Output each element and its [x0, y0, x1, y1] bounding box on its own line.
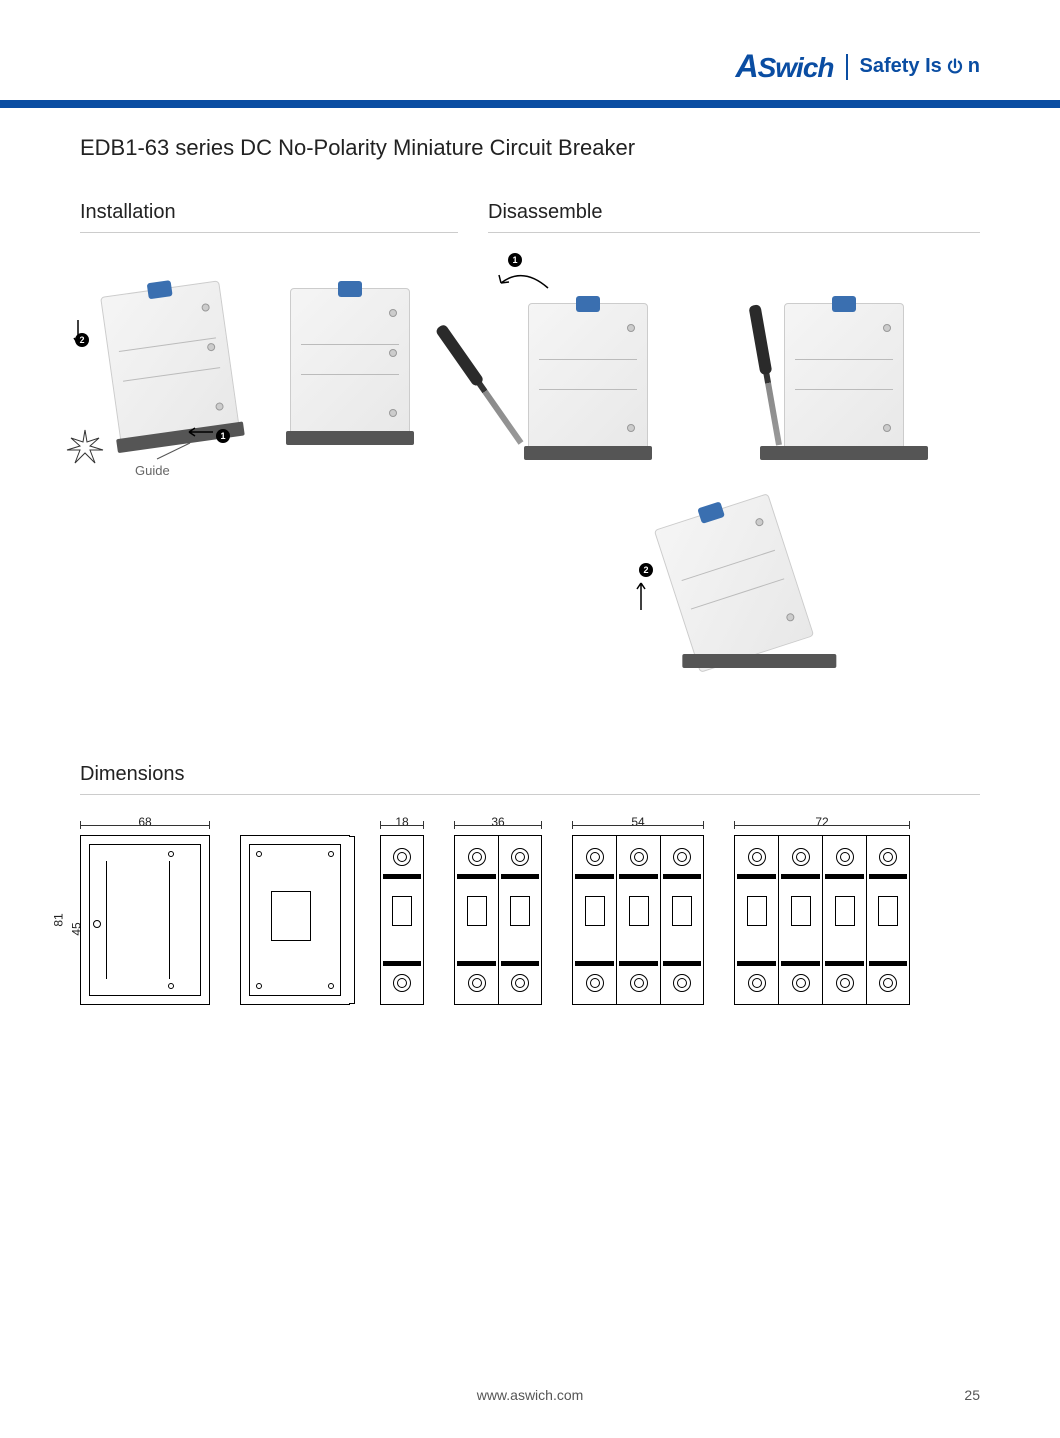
disassemble-heading: Disassemble: [488, 201, 980, 233]
installation-section: Installation 2 1: [80, 201, 458, 683]
dimensions-heading: Dimensions: [80, 763, 980, 795]
disasm-figure-3: 2: [634, 483, 834, 683]
dim-front-3p: 54: [572, 835, 704, 1005]
tagline-suffix: n: [968, 55, 980, 78]
installation-figures: 2 1 Guide: [80, 253, 458, 473]
guide-label: Guide: [135, 463, 170, 478]
installation-heading: Installation: [80, 201, 458, 233]
header-divider: [846, 54, 848, 80]
logo-prefix: A: [735, 48, 757, 84]
page-content: EDB1-63 series DC No-Polarity Miniature …: [80, 135, 980, 1005]
tech-drawing-4pole: [734, 835, 910, 1005]
disasm-figure-2: [744, 253, 944, 463]
install-step-1-marker: 1: [216, 429, 230, 443]
dimensions-drawings: 68 81 45: [80, 835, 980, 1005]
arrow-up-icon: [634, 578, 648, 613]
dimensions-section: Dimensions 68 81 45: [80, 763, 980, 1005]
guide-pointer-line: [155, 441, 195, 461]
page-header: ASwich Safety Is n: [735, 48, 980, 85]
dim-width-54: 54: [631, 815, 644, 829]
footer-url: www.aswich.com: [0, 1387, 1060, 1403]
install-disasm-row: Installation 2 1: [80, 201, 980, 683]
dim-side-view-1: 68 81 45: [80, 835, 210, 1005]
tech-drawing-3pole: [572, 835, 704, 1005]
disasm-figure-1: 1: [488, 253, 688, 463]
tech-drawing-1pole: [380, 835, 424, 1005]
dim-width-36: 36: [491, 815, 504, 829]
tech-drawing-2pole: [454, 835, 542, 1005]
disassemble-figures: 1: [488, 253, 980, 683]
disassemble-section: Disassemble 1: [488, 201, 980, 683]
tech-drawing-side-2: [240, 835, 350, 1005]
install-figure-2: [280, 263, 420, 463]
disasm-step-2-marker: 2: [639, 563, 653, 577]
screwdriver-icon: [752, 307, 782, 446]
page-number: 25: [964, 1387, 980, 1403]
dim-width-72: 72: [815, 815, 828, 829]
dim-side-view-2: [240, 835, 350, 1005]
dim-height-81: 81: [52, 913, 66, 926]
install-figure-1: 2 1 Guide: [80, 253, 260, 473]
rotate-arrow-icon: [493, 268, 553, 293]
logo-suffix: Swich: [758, 52, 834, 83]
click-burst-icon: [65, 428, 105, 468]
disasm-step-1-marker: 1: [508, 253, 522, 267]
dim-front-2p: 36: [454, 835, 542, 1005]
page-title: EDB1-63 series DC No-Polarity Miniature …: [80, 135, 980, 161]
dim-width-68: 68: [138, 815, 151, 829]
power-icon: [946, 58, 964, 76]
arrow-left-icon: [185, 426, 215, 438]
dim-front-4p: 72: [734, 835, 910, 1005]
brand-tagline: Safety Is n: [860, 55, 980, 78]
tech-drawing-side-1: [80, 835, 210, 1005]
header-accent-bar: [0, 100, 1060, 108]
dim-width-18: 18: [395, 815, 408, 829]
tagline-prefix: Safety Is: [860, 55, 942, 78]
arrow-down-icon: [72, 318, 84, 348]
brand-logo: ASwich: [735, 48, 833, 85]
dim-front-1p: 18: [380, 835, 424, 1005]
